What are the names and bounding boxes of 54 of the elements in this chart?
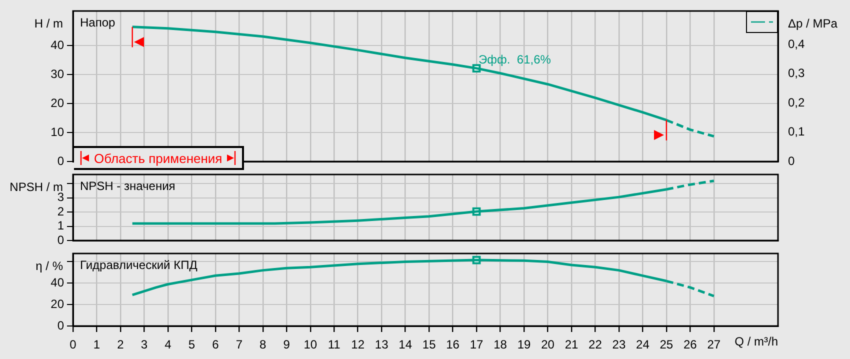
x-tick-label: 23 (612, 338, 626, 352)
x-tick-label: 15 (422, 338, 436, 352)
annotation: Область применения (94, 150, 222, 166)
x-tick-label: 26 (683, 338, 698, 352)
y-axis-title: H / m (34, 16, 63, 30)
y-tick-label: 10 (50, 124, 64, 139)
x-tick-label: 22 (588, 338, 602, 352)
y2-tick-label: 0,3 (788, 66, 806, 80)
y-tick-label: 30 (50, 66, 64, 81)
x-tick-label: 17 (470, 338, 484, 352)
y-tick-label: 40 (50, 275, 64, 290)
x-tick-label: 4 (164, 338, 172, 352)
y2-axis-title: Δp / MPa (788, 16, 838, 30)
scope-box: Область применения (74, 146, 244, 170)
x-tick-label: 16 (446, 338, 460, 352)
y2-tick-label: 0 (788, 154, 795, 168)
x-tick-label: 11 (328, 338, 341, 352)
y-tick-label: 0 (57, 232, 64, 247)
x-tick-label: 3 (140, 338, 148, 352)
x-tick-label: 8 (260, 338, 267, 352)
x-tick-label: 21 (564, 338, 578, 352)
y2-tick-label: 0,2 (788, 95, 806, 110)
x-tick-label: 19 (517, 338, 532, 352)
chart-title: Напор (80, 15, 116, 30)
y2-tick-label: 0,4 (788, 36, 806, 51)
y-tick-label: 40 (50, 38, 64, 52)
x-tick-label: 7 (236, 338, 243, 352)
x-tick-label: 9 (283, 338, 290, 352)
y-tick-label: 1 (57, 218, 64, 233)
x-tick-label: 5 (188, 338, 196, 352)
y-axis-title: η / % (36, 258, 64, 273)
x-tick-label: 6 (212, 338, 220, 352)
x-axis-title: Q / m³/h (734, 334, 778, 348)
chart-title: Гидравлический КПД (80, 258, 198, 272)
y-tick-label: 20 (50, 96, 64, 110)
x-tick-label: 25 (660, 338, 674, 352)
y-tick-label: 20 (50, 296, 64, 311)
x-tick-label: 14 (398, 338, 412, 352)
x-tick-label: 1 (93, 338, 100, 352)
y-tick-label: 0 (57, 318, 64, 332)
y-tick-label: 2 (57, 204, 64, 218)
x-tick-label: 10 (304, 338, 318, 352)
x-tick-label: 18 (494, 338, 508, 352)
x-tick-label: 0 (70, 338, 77, 352)
x-tick-label: 12 (351, 338, 365, 352)
annotation: Эфф. 61,6% (478, 52, 552, 67)
chart-title: NPSH - значения (80, 178, 176, 193)
x-tick-label: 20 (541, 338, 555, 352)
x-tick-label: 13 (374, 338, 389, 352)
y-tick-label: 0 (57, 154, 64, 168)
x-tick-label: 27 (707, 338, 721, 352)
x-tick-label: 2 (117, 338, 124, 352)
x-tick-label: 24 (636, 338, 650, 352)
y2-tick-label: 0,1 (788, 124, 806, 139)
